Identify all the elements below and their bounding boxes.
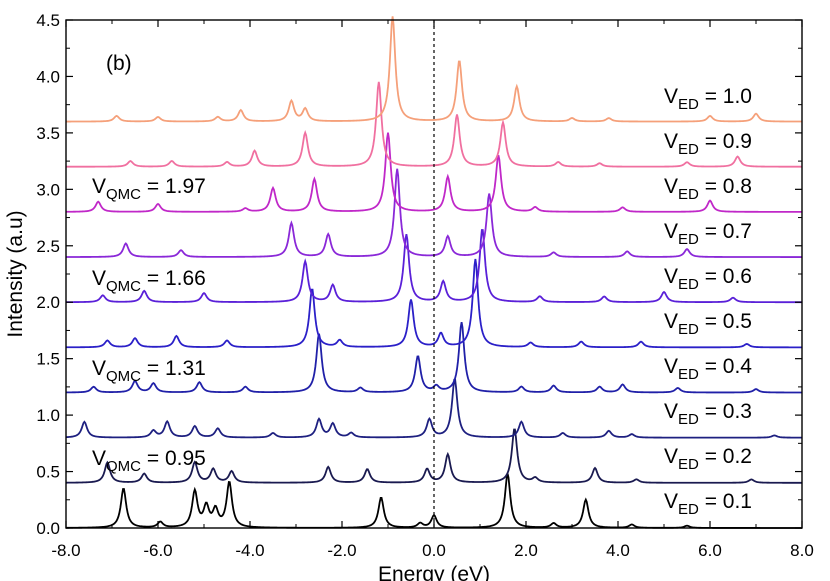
y-tick-label: 3.0 (36, 180, 60, 199)
series-line-7 (66, 132, 802, 213)
y-tick-label: 4.0 (36, 67, 60, 86)
x-tick-label: 2.0 (514, 541, 538, 560)
x-tick-label: -8.0 (51, 541, 80, 560)
series-label-ved-0-7: VED = 0.7 (664, 220, 752, 248)
y-tick-label: 2.0 (36, 293, 60, 312)
panel-label: (b) (106, 52, 132, 75)
series-line-4 (66, 258, 802, 349)
annotation-qmc-1-31: VQMC = 1.31 (92, 357, 206, 385)
series-label-ved-0-6: VED = 0.6 (664, 265, 752, 293)
series-label-ved-0-1: VED = 0.1 (664, 490, 752, 518)
x-tick-label: -6.0 (143, 541, 172, 560)
x-tick-label: 6.0 (698, 541, 722, 560)
y-tick-label: 0.5 (36, 463, 60, 482)
y-tick-label: 0.0 (36, 519, 60, 538)
y-tick-label: 2.5 (36, 237, 60, 256)
x-tick-label: -2.0 (327, 541, 356, 560)
y-tick-label: 1.5 (36, 350, 60, 369)
series-label-ved-0-4: VED = 0.4 (664, 355, 752, 383)
series-label-ved-0-3: VED = 0.3 (664, 400, 752, 428)
x-axis-label: Energy (eV) (378, 563, 490, 581)
y-tick-label: 3.5 (36, 124, 60, 143)
x-tick-label: 4.0 (606, 541, 630, 560)
series-line-9 (66, 16, 802, 123)
series-label-ved-0-5: VED = 0.5 (664, 310, 752, 338)
x-tick-label: -4.0 (235, 541, 264, 560)
x-tick-label: 0.0 (422, 541, 446, 560)
y-axis-label: Intensity (a.u) (4, 210, 27, 337)
series-label-ved-0-9: VED = 0.9 (664, 130, 752, 158)
series-label-ved-0-8: VED = 0.8 (664, 175, 752, 203)
series-label-ved-1-0: VED = 1.0 (664, 85, 752, 113)
annotation-qmc-0-95: VQMC = 0.95 (92, 447, 206, 475)
axis-ticks: -8.0 -6.0 -4.0 -2.0 0.0 2.0 4.0 6.0 8.0 0.0 0.5 1.0… (36, 11, 813, 560)
x-tick-label: 8.0 (790, 541, 814, 560)
annotation-qmc-1-97: VQMC = 1.97 (92, 175, 206, 203)
annotation-qmc-1-66: VQMC = 1.66 (92, 267, 206, 295)
y-tick-label: 1.0 (36, 406, 60, 425)
series-label-ved-0-2: VED = 0.2 (664, 445, 752, 473)
y-tick-label: 4.5 (36, 11, 60, 30)
